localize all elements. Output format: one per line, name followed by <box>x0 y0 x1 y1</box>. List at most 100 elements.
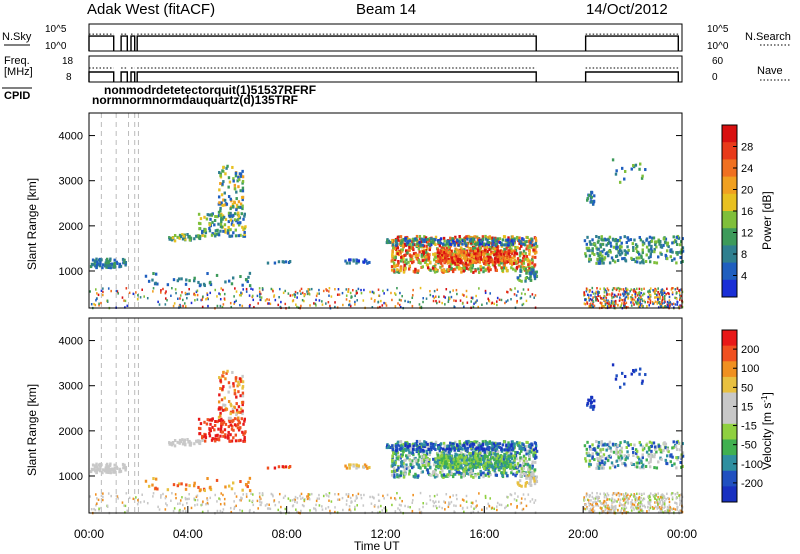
velocity-cell-358 <box>348 463 351 467</box>
power-cell-2277 <box>407 300 409 304</box>
power-cell-2137 <box>177 297 179 300</box>
velocity-cell-1450 <box>464 466 468 470</box>
power-cell-177 <box>243 230 246 234</box>
power-cell-1891 <box>605 243 608 247</box>
velocity-cell-2012 <box>256 499 259 503</box>
power-cell-2764 <box>623 293 626 296</box>
velocity-cell-563 <box>517 469 521 473</box>
power-cell-340 <box>154 281 157 285</box>
power-cell-1839 <box>636 250 640 254</box>
power-cell-2167 <box>315 298 317 302</box>
velocity-cell-349 <box>230 487 234 491</box>
power-cell-2705 <box>634 296 637 299</box>
power-cell-2145 <box>200 298 203 302</box>
velocity-cell-6 <box>93 467 96 471</box>
power-cell-1142 <box>532 248 535 252</box>
power-cell-1765 <box>633 238 636 242</box>
power-cell-2136 <box>195 290 198 294</box>
power-cell-1955 <box>300 304 302 308</box>
power-cell-2126 <box>308 288 311 291</box>
power-cell-292 <box>222 165 225 169</box>
velocity-cell-953 <box>391 463 394 467</box>
velocity-cell-22 <box>98 462 102 466</box>
power-cell-2324 <box>505 300 508 303</box>
velocity-cell-1297 <box>455 453 459 457</box>
power-cell-591 <box>393 258 397 262</box>
velocity-cell-1516 <box>480 447 484 451</box>
power-cell-682 <box>520 265 523 269</box>
power-cell-1951 <box>632 163 635 167</box>
velocity-cell-733 <box>428 458 431 462</box>
power-cell-1487 <box>492 240 496 244</box>
power-cell-19 <box>123 258 126 262</box>
power-cell-1449 <box>456 260 460 264</box>
velocity-cell-1943 <box>644 373 647 377</box>
station-title: Adak West (fitACF) <box>87 1 215 18</box>
velocity-cell-900 <box>412 457 416 461</box>
power-cell-509 <box>484 234 487 238</box>
power-cell-2434 <box>661 302 664 305</box>
power-cell-316 <box>239 275 242 279</box>
velocity-cell-1526 <box>453 447 456 451</box>
velocity-cell-348 <box>193 481 196 485</box>
velocity-cell-1018 <box>502 457 505 461</box>
power-cell-2460 <box>600 304 603 307</box>
power-cell-1862 <box>596 251 599 255</box>
power-cell-599 <box>491 236 494 240</box>
velocity-cell-1002 <box>479 469 482 473</box>
power-cell-1252 <box>492 251 495 255</box>
power-cell-199 <box>217 233 221 237</box>
velocity-cell-1647 <box>533 479 536 483</box>
cpid-text-bottom: normnormnormdauquartz(d)135TRF <box>92 93 298 107</box>
power-cell-581 <box>528 262 532 266</box>
velocity-cell-1684 <box>615 459 619 463</box>
velocity-cell-1756 <box>642 466 645 470</box>
power-cell-2303 <box>473 302 475 305</box>
velocity-cell-930 <box>397 455 400 459</box>
power-cell-2607 <box>639 298 642 301</box>
power-cell-2774 <box>661 299 663 303</box>
velocity-cell-1631 <box>518 483 521 487</box>
power-cell-149 <box>203 215 206 219</box>
velocity-cell-1807 <box>583 444 587 448</box>
velocity-cell-1157 <box>447 473 450 477</box>
power-cell-1732 <box>659 240 662 244</box>
power-cell-1981 <box>461 293 464 296</box>
velocity-cell-1137 <box>506 474 509 478</box>
power-cell-1657 <box>642 241 646 245</box>
velocity-cell-1862 <box>596 456 599 460</box>
velocity-cell-518 <box>514 450 517 454</box>
velocity-cell-2077 <box>515 499 518 502</box>
power-cell-1161 <box>506 240 509 244</box>
power-cell-124 <box>229 228 232 232</box>
power-cell-2096 <box>496 303 498 307</box>
velocity-cell-1477 <box>400 445 404 449</box>
velocity-cell-1664 <box>623 461 626 465</box>
power-cell-1936 <box>623 169 627 173</box>
velocity-cell-846 <box>509 443 512 447</box>
velocity-cell-1247 <box>469 466 472 470</box>
power-cell-1712 <box>676 252 679 256</box>
velocity-cell-2066 <box>98 507 100 510</box>
power-cell-1164 <box>482 270 485 274</box>
power-cell-194 <box>220 220 223 224</box>
velocity-cell-1061 <box>409 462 412 466</box>
power-cell-1454 <box>446 261 449 265</box>
velocity-cell-251 <box>234 379 238 383</box>
velocity-cell-1827 <box>647 454 651 458</box>
power-cell-2385 <box>611 288 614 292</box>
power-cell-954 <box>462 265 465 269</box>
velocity-cell-1024 <box>434 448 437 452</box>
power-cell-1855 <box>608 235 612 239</box>
power-cell-150 <box>219 222 223 226</box>
power-cell-44 <box>109 257 112 261</box>
velocity-cell-1835 <box>667 450 670 454</box>
velocity-cell-1872 <box>609 449 613 453</box>
velocity-cell-255 <box>220 408 224 412</box>
power-cell-1364 <box>495 251 498 255</box>
power-cell-2546 <box>592 302 594 306</box>
power-cell-948 <box>527 263 530 267</box>
power-cell-2120 <box>136 297 139 301</box>
power-cell-101 <box>181 237 185 241</box>
